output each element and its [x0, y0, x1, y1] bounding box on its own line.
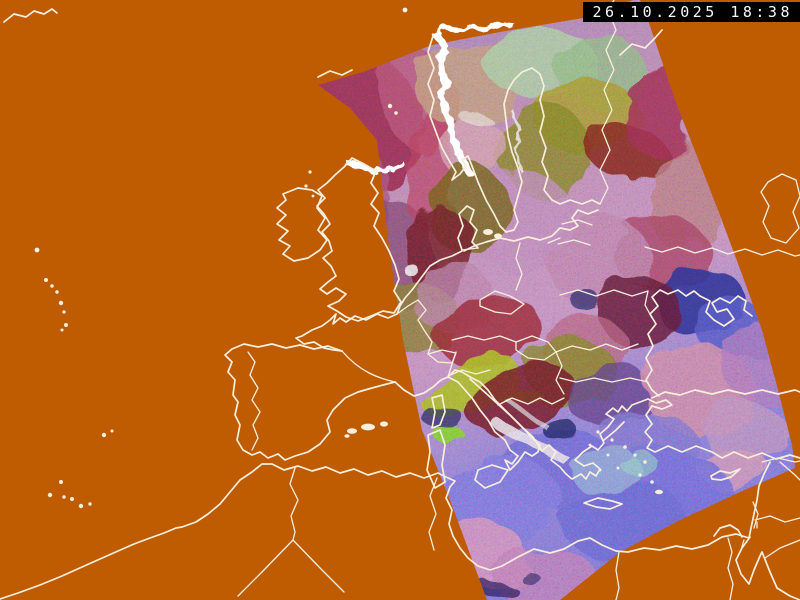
ireland-coast — [276, 187, 328, 262]
greece-coast — [541, 398, 649, 480]
finland-russia-border — [599, 0, 617, 205]
balkan-adriatic-coast — [469, 378, 543, 452]
denmark-coast — [457, 205, 479, 251]
canary-islands — [47, 480, 92, 509]
iberia-coast — [224, 343, 396, 461]
great-britain-coast — [316, 157, 402, 322]
turkey-north-coast — [651, 389, 800, 399]
blacksea-west-coast — [645, 289, 701, 391]
russia-region-loop — [760, 173, 800, 244]
north-africa-coast — [0, 463, 750, 600]
levant-coast — [748, 461, 771, 539]
timestamp-text: 26.10.2025 18:38 — [592, 3, 793, 21]
portugal-spain-border — [247, 351, 261, 451]
ukraine-russia-border — [644, 246, 800, 257]
cyprus-coast — [710, 468, 741, 481]
country-borders — [237, 173, 800, 600]
sicily-coast — [474, 464, 509, 489]
timestamp-bar: 26.10.2025 18:38 — [582, 2, 800, 22]
aegean-islands — [588, 430, 663, 495]
crete-coast — [583, 497, 623, 510]
turkey-west-south-coast — [644, 405, 800, 460]
sardinia-coast — [426, 429, 446, 489]
pyrenees-border — [341, 350, 396, 383]
france-coast — [295, 313, 398, 352]
crimea-coast — [699, 295, 753, 327]
sinai-coast — [735, 536, 800, 600]
azores-islands — [34, 247, 68, 332]
corsica-coast — [431, 394, 446, 429]
italy-coast — [447, 369, 541, 471]
scandinavia-coast — [427, 35, 601, 233]
nile-river — [727, 537, 734, 600]
snow-coast-highlights — [344, 19, 524, 176]
